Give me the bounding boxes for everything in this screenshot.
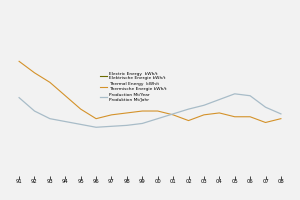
Legend: Electric Energy  kWh/t
Elektrische Energie kWh/t, Thermal Energy  kWh/t
Thermisc: Electric Energy kWh/t Elektrische Energi… xyxy=(100,72,166,102)
